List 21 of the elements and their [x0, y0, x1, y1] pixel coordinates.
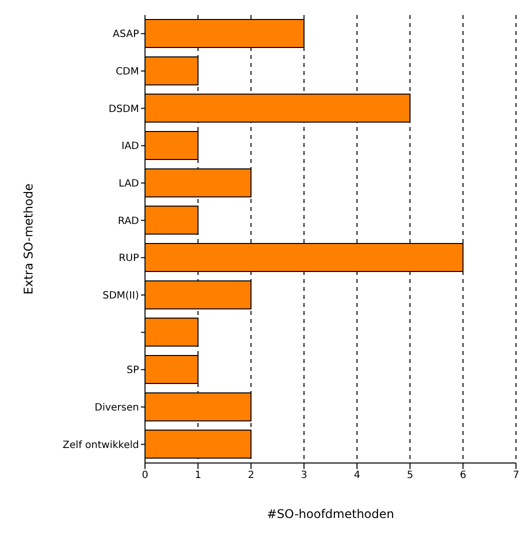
x-tick-label: 1	[194, 470, 202, 482]
x-axis-title: #SO-hoofdmethoden	[266, 507, 394, 521]
y-tick-label: SP	[126, 365, 139, 376]
x-tick-label: 2	[248, 470, 254, 482]
y-axis-title: Extra SO-methode	[21, 184, 36, 294]
y-tick-label: RAD	[118, 216, 140, 227]
x-tick-label: 5	[406, 470, 414, 482]
y-tick-label: LAD	[118, 178, 140, 190]
y-tick-label: Diversen	[94, 402, 139, 414]
y-tick-label: DSDM	[108, 104, 139, 115]
y-tick-label: SDM(II)	[102, 290, 140, 302]
x-tick-label: 7	[512, 470, 520, 482]
y-tick-label: IAD	[122, 141, 140, 152]
x-tick-label: 0	[142, 470, 148, 482]
y-tick-label: RUP	[118, 253, 139, 264]
x-tick-label: 4	[354, 470, 360, 482]
y-tick-label: Zelf ontwikkeld	[62, 440, 139, 451]
x-tick-label: 6	[460, 470, 466, 482]
x-tick-label: 3	[300, 470, 308, 482]
y-tick-label: CDM	[116, 66, 139, 78]
y-tick-label: ASAP	[112, 29, 139, 40]
